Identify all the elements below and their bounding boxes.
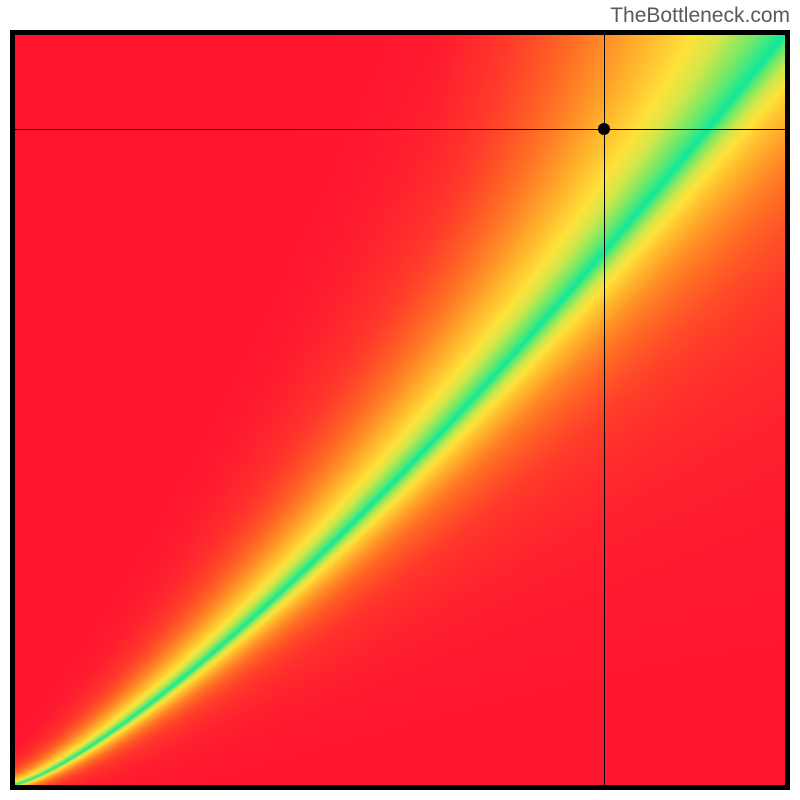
heatmap-canvas	[15, 35, 785, 785]
crosshair-horizontal	[15, 129, 785, 130]
watermark-text: TheBottleneck.com	[610, 4, 790, 28]
crosshair-vertical	[604, 35, 605, 785]
crosshair-marker	[598, 123, 610, 135]
chart-frame	[10, 30, 790, 790]
